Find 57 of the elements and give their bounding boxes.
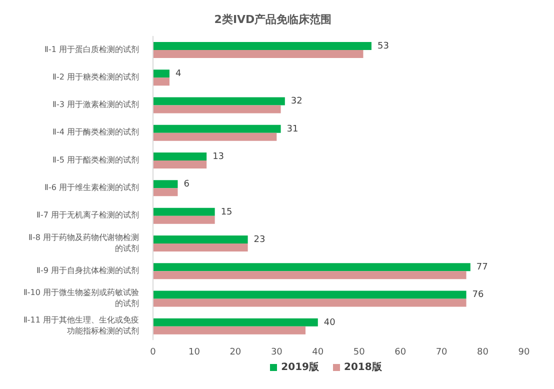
y-tick-label: Ⅱ-1 用于蛋白质检测的试剂 (44, 45, 139, 54)
x-tick-label: 60 (394, 347, 406, 358)
x-tick-label: 90 (518, 347, 530, 358)
data-label: 31 (286, 124, 298, 134)
chart-title: 2类IVD产品免临床范围 (213, 12, 333, 28)
x-tick-label: 70 (436, 347, 448, 358)
bar (153, 216, 215, 224)
bar (153, 152, 207, 161)
x-tick-label: 80 (477, 347, 489, 358)
data-label: 53 (377, 41, 389, 52)
x-tick-label: 0 (150, 347, 156, 358)
bar (153, 180, 178, 188)
data-label: 76 (472, 290, 484, 300)
x-tick-label: 10 (188, 347, 200, 358)
bar (153, 318, 318, 326)
y-tick-label: Ⅱ-8 用于药物及药物代谢物检测的试剂 (28, 232, 139, 253)
x-tick-label: 30 (270, 347, 283, 358)
data-label: 32 (290, 96, 302, 107)
bar (153, 97, 285, 106)
x-tick-label: 40 (312, 347, 324, 358)
bar (153, 124, 281, 133)
bar (153, 188, 178, 196)
legend-label: 2018版 (343, 360, 382, 374)
y-tick-label: Ⅱ-10 用于微生物鉴别或药敏试验的试剂 (23, 288, 139, 308)
y-tick-label: Ⅱ-2 用于糖类检测的试剂 (52, 72, 139, 82)
data-label: 40 (324, 318, 336, 328)
bar (153, 50, 364, 58)
legend-label: 2019版 (280, 360, 319, 374)
y-tick-label: Ⅱ-3 用于激素检测的试剂 (52, 100, 139, 110)
bar (153, 78, 170, 86)
data-label: 6 (184, 180, 190, 190)
y-tick-label: Ⅱ-7 用于无机离子检测的试剂 (36, 210, 139, 220)
bar (153, 42, 372, 50)
bar (153, 70, 170, 78)
x-tick-label: 20 (230, 347, 242, 358)
bar (153, 243, 248, 252)
bar (153, 326, 306, 334)
data-label: 15 (220, 207, 232, 218)
data-label: 4 (175, 69, 182, 80)
y-tick-label: Ⅱ-11 用于其他生理、生化或免疫功能指标检测的试剂 (23, 316, 139, 336)
bar (153, 235, 248, 244)
bar (153, 290, 466, 299)
data-label: 23 (254, 234, 266, 245)
data-label: 77 (476, 262, 488, 273)
bar (153, 271, 466, 280)
y-tick-label: Ⅱ-4 用于酶类检测的试剂 (52, 128, 139, 137)
y-tick-label: Ⅱ-5 用于酯类检测的试剂 (52, 156, 139, 165)
bar (153, 105, 281, 114)
data-label: 13 (212, 152, 224, 162)
bar (153, 298, 466, 307)
x-tick-label: 50 (353, 347, 366, 358)
bar (153, 208, 215, 216)
bar (153, 263, 470, 272)
bar (153, 132, 277, 141)
y-tick-label: Ⅱ-9 用于自身抗体检测的试剂 (36, 266, 139, 276)
bar (153, 160, 207, 169)
y-tick-label: Ⅱ-6 用于维生素检测的试剂 (44, 183, 139, 192)
